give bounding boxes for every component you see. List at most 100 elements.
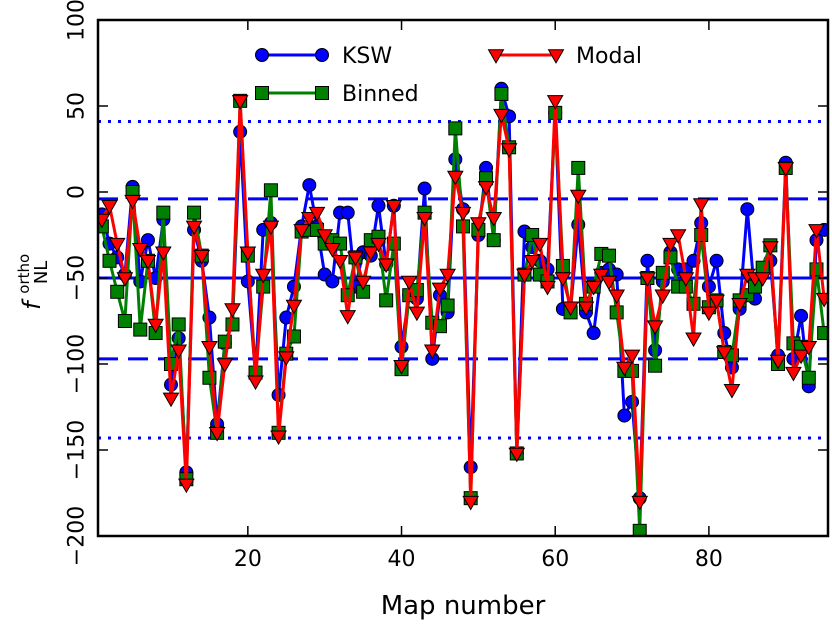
data-point-ksw bbox=[417, 181, 432, 196]
data-point-modal bbox=[600, 275, 618, 291]
data-point-modal bbox=[715, 346, 733, 361]
legend: KSW Modal Binned bbox=[255, 44, 642, 107]
data-point-modal bbox=[654, 289, 672, 305]
data-point-modal bbox=[485, 212, 503, 227]
data-point-modal bbox=[531, 237, 549, 253]
series-modal bbox=[98, 95, 828, 511]
data-point-binned bbox=[571, 160, 586, 175]
legend-marker bbox=[487, 49, 505, 64]
data-point-modal bbox=[154, 246, 172, 262]
data-point-modal bbox=[324, 243, 341, 258]
data-point-modal bbox=[662, 237, 679, 253]
data-point-modal bbox=[208, 427, 226, 442]
data-point-modal bbox=[723, 384, 741, 399]
data-point-modal bbox=[416, 212, 433, 227]
data-point-modal bbox=[362, 246, 380, 262]
data-point-ksw bbox=[640, 253, 655, 268]
data-point-modal bbox=[700, 306, 718, 322]
data-point-modal bbox=[354, 275, 372, 291]
y-tick-label: 50 bbox=[65, 92, 90, 120]
x-tick-label: 80 bbox=[695, 547, 723, 572]
legend-label: Modal bbox=[576, 44, 642, 69]
data-point-binned bbox=[494, 86, 509, 101]
data-point-modal bbox=[569, 189, 587, 205]
data-point-modal bbox=[639, 272, 656, 287]
data-point-modal bbox=[262, 220, 280, 236]
data-point-binned bbox=[225, 317, 240, 332]
data-point-ksw bbox=[709, 253, 724, 268]
legend-marker bbox=[255, 86, 269, 100]
data-point-modal bbox=[147, 318, 164, 334]
data-point-modal bbox=[178, 478, 195, 494]
data-point-modal bbox=[385, 200, 403, 215]
data-point-modal bbox=[808, 224, 825, 239]
data-point-modal bbox=[777, 162, 795, 177]
data-point-binned bbox=[187, 205, 202, 220]
data-point-binned bbox=[440, 298, 455, 313]
data-point-modal bbox=[431, 282, 449, 298]
legend-item-ksw: KSW bbox=[255, 44, 392, 69]
data-point-modal bbox=[562, 301, 579, 317]
data-point-modal bbox=[300, 212, 318, 227]
data-point-modal bbox=[423, 344, 441, 360]
data-point-modal bbox=[585, 280, 602, 296]
data-point-binned bbox=[817, 326, 828, 341]
data-point-ksw bbox=[617, 408, 632, 423]
legend-marker bbox=[315, 86, 329, 100]
data-point-ksw bbox=[586, 326, 601, 341]
data-point-modal bbox=[708, 294, 725, 310]
data-point-binned bbox=[171, 317, 186, 332]
data-point-modal bbox=[646, 320, 664, 336]
data-point-binned bbox=[117, 314, 132, 328]
data-point-modal bbox=[616, 361, 633, 377]
legend-label: Binned bbox=[342, 82, 419, 107]
data-point-binned bbox=[102, 253, 117, 268]
data-point-modal bbox=[247, 375, 264, 391]
data-point-modal bbox=[193, 249, 211, 265]
data-point-ksw bbox=[701, 279, 716, 294]
data-point-modal bbox=[400, 275, 418, 291]
data-point-modal bbox=[554, 272, 572, 287]
data-point-modal bbox=[762, 241, 779, 256]
data-point-modal bbox=[216, 358, 234, 373]
data-point-modal bbox=[477, 181, 495, 196]
data-point-modal bbox=[439, 268, 456, 284]
data-point-modal bbox=[162, 392, 180, 408]
data-point-modal bbox=[185, 220, 203, 236]
data-point-modal bbox=[669, 229, 687, 244]
data-point-modal bbox=[277, 351, 295, 367]
data-point-modal bbox=[254, 268, 272, 284]
data-point-modal bbox=[493, 108, 510, 124]
data-point-modal bbox=[523, 255, 541, 270]
data-point-modal bbox=[370, 237, 387, 253]
x-tick-label: 20 bbox=[234, 547, 262, 572]
data-point-modal bbox=[539, 280, 556, 296]
y-tick-label: 100 bbox=[65, 0, 90, 41]
data-point-modal bbox=[293, 224, 310, 239]
y-tick-label: −200 bbox=[65, 506, 90, 566]
data-point-modal bbox=[546, 95, 564, 110]
data-point-modal bbox=[116, 272, 134, 287]
data-point-binned bbox=[263, 183, 278, 198]
data-point-binned bbox=[448, 121, 463, 136]
data-point-modal bbox=[577, 301, 595, 317]
data-point-ksw bbox=[740, 202, 755, 217]
data-point-modal bbox=[124, 194, 141, 210]
x-tick-label: 60 bbox=[541, 547, 569, 572]
data-point-modal bbox=[731, 298, 748, 313]
data-point-binned bbox=[801, 370, 816, 385]
data-point-modal bbox=[347, 251, 364, 267]
y-tick-label: −150 bbox=[65, 420, 90, 480]
data-point-modal bbox=[339, 310, 357, 325]
legend-marker bbox=[315, 48, 329, 62]
data-point-modal bbox=[170, 344, 188, 360]
data-point-ksw bbox=[325, 274, 340, 289]
data-point-modal bbox=[308, 206, 326, 222]
data-point-modal bbox=[508, 447, 526, 463]
svg-text:f ortho NL: f ortho NL bbox=[7, 246, 52, 310]
data-point-modal bbox=[792, 349, 810, 365]
data-point-binned bbox=[110, 284, 125, 299]
data-point-modal bbox=[769, 354, 787, 370]
axis-ticks: 20 40 60 80 −200 −150 −100 −50 0 50 100 bbox=[65, 0, 828, 572]
